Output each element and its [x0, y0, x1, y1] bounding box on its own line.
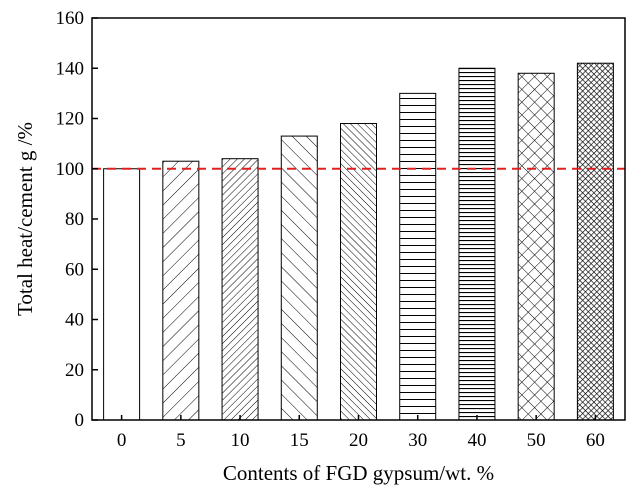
- y-tick-label: 20: [65, 360, 84, 381]
- x-tick-label: 15: [290, 430, 309, 451]
- bar-0: [103, 168, 141, 421]
- y-tick-label: 100: [56, 159, 85, 180]
- x-tick-label: 60: [586, 430, 605, 451]
- x-tick-label: 5: [176, 430, 186, 451]
- x-tick-label: 30: [408, 430, 427, 451]
- x-tick-label: 10: [231, 430, 250, 451]
- bar-50: [517, 72, 555, 421]
- y-tick-label: 0: [75, 410, 85, 431]
- y-tick-label: 40: [65, 310, 84, 331]
- y-axis-ticks: 0 20 40 60 80 100 120 140 160: [56, 8, 98, 431]
- bar-40: [458, 67, 496, 421]
- y-axis-title: Total heat/cement g /%: [13, 122, 37, 316]
- x-tick-label: 0: [117, 430, 127, 451]
- bar-10: [221, 158, 259, 421]
- bar-5: [162, 160, 200, 421]
- x-tick-label: 20: [349, 430, 368, 451]
- bar-60: [576, 62, 614, 421]
- y-tick-label: 120: [56, 109, 85, 130]
- y-tick-label: 60: [65, 259, 84, 280]
- x-axis-ticks: 0 5 10 15 20 30 40 50 60: [117, 415, 605, 451]
- y-tick-label: 140: [56, 58, 85, 79]
- y-tick-label: 80: [65, 209, 84, 230]
- y-tick-label: 160: [56, 8, 85, 29]
- bars: [103, 62, 614, 421]
- bar-20: [340, 123, 377, 421]
- x-axis-title: Contents of FGD gypsum/wt. %: [223, 461, 494, 485]
- x-tick-label: 50: [527, 430, 546, 451]
- x-tick-label: 40: [467, 430, 486, 451]
- bar-30: [399, 92, 437, 421]
- bar-15: [280, 135, 318, 421]
